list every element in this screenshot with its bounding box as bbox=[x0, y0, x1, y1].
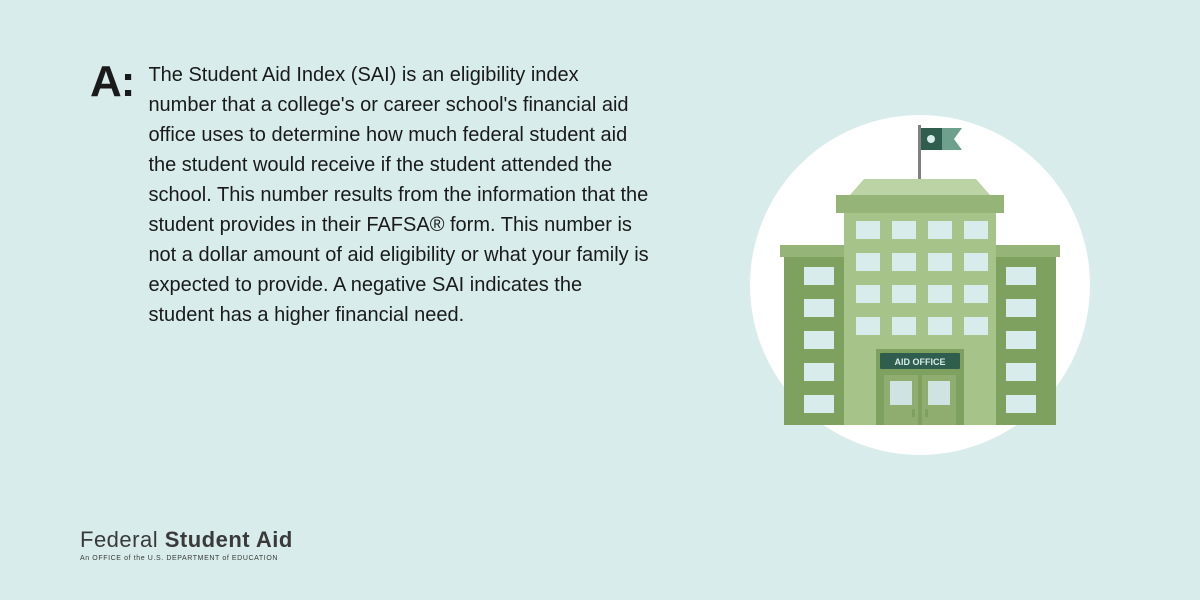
window bbox=[928, 253, 952, 271]
window bbox=[804, 299, 834, 317]
window bbox=[928, 221, 952, 239]
flag-pole bbox=[918, 125, 921, 185]
window bbox=[964, 317, 988, 335]
answer-body-text: The Student Aid Index (SAI) is an eligib… bbox=[148, 60, 650, 330]
window bbox=[1006, 395, 1036, 413]
building-illustration: AID OFFICE bbox=[750, 115, 1090, 455]
window bbox=[856, 285, 880, 303]
logo-line1: Federal Student Aid bbox=[80, 527, 293, 553]
window bbox=[856, 253, 880, 271]
answer-prefix: A: bbox=[90, 60, 134, 104]
window bbox=[892, 221, 916, 239]
window bbox=[928, 285, 952, 303]
window bbox=[928, 317, 952, 335]
window bbox=[856, 221, 880, 239]
infographic-canvas: A: The Student Aid Index (SAI) is an eli… bbox=[0, 0, 1200, 600]
logo-word-federal: Federal bbox=[80, 527, 158, 552]
logo-line2: An OFFICE of the U.S. DEPARTMENT of EDUC… bbox=[80, 555, 293, 562]
answer-block: A: The Student Aid Index (SAI) is an eli… bbox=[90, 60, 650, 330]
window bbox=[1006, 267, 1036, 285]
window bbox=[892, 317, 916, 335]
window bbox=[892, 253, 916, 271]
aid-office-sign-text: AID OFFICE bbox=[895, 357, 946, 367]
window bbox=[1006, 363, 1036, 381]
window bbox=[1006, 331, 1036, 349]
window bbox=[804, 363, 834, 381]
logo-word-studentaid: Student Aid bbox=[165, 527, 293, 552]
window bbox=[1006, 299, 1036, 317]
window bbox=[964, 285, 988, 303]
window bbox=[804, 267, 834, 285]
window bbox=[964, 253, 988, 271]
window bbox=[964, 221, 988, 239]
window bbox=[892, 285, 916, 303]
window bbox=[804, 395, 834, 413]
window bbox=[856, 317, 880, 335]
federal-student-aid-logo: Federal Student Aid An OFFICE of the U.S… bbox=[80, 527, 293, 562]
window bbox=[804, 331, 834, 349]
